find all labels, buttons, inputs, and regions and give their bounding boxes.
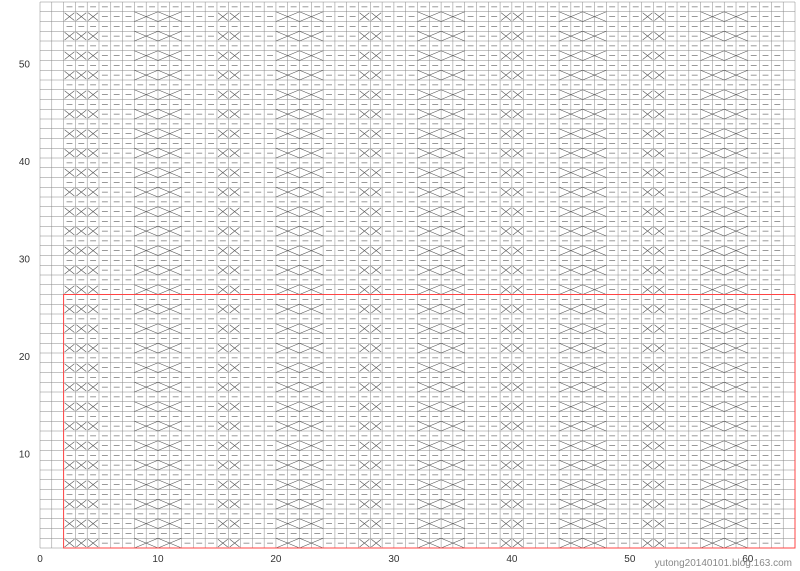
- svg-text:40: 40: [506, 554, 518, 565]
- svg-text:30: 30: [388, 554, 400, 565]
- chart-container: 01020304050601020304050 yutong20140101.b…: [0, 0, 800, 571]
- svg-text:30: 30: [19, 254, 31, 265]
- svg-text:40: 40: [19, 157, 31, 168]
- svg-text:10: 10: [19, 449, 31, 460]
- svg-text:50: 50: [19, 59, 31, 70]
- svg-text:10: 10: [152, 554, 164, 565]
- svg-text:20: 20: [19, 352, 31, 363]
- knitting-chart: 01020304050601020304050: [0, 0, 800, 571]
- svg-text:50: 50: [624, 554, 636, 565]
- svg-text:20: 20: [270, 554, 282, 565]
- watermark-credit: yutong20140101.blog.163.com: [655, 558, 792, 569]
- svg-text:0: 0: [37, 554, 43, 565]
